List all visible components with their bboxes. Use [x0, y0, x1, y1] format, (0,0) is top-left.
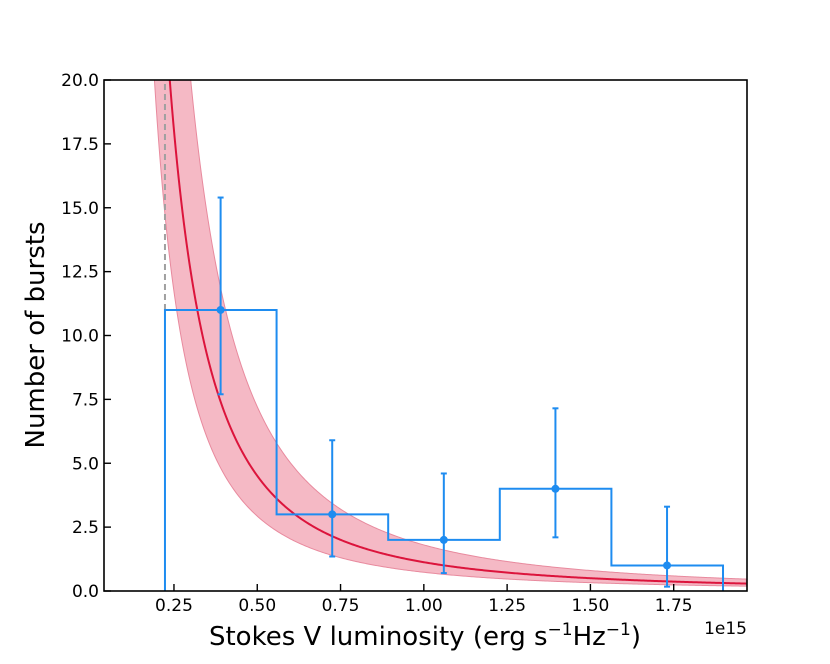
data-point	[663, 561, 672, 570]
y-tick-label: 15.0	[61, 199, 99, 219]
plot-area	[153, 80, 747, 591]
x-offset-label: 1e15	[704, 619, 747, 639]
y-tick-label: 5.0	[72, 454, 99, 474]
x-axis-label: Stokes V luminosity (erg s−1Hz−1)	[209, 620, 641, 652]
x-axis-label-main: Stokes V luminosity (erg s	[209, 622, 548, 652]
x-axis-label-sup1: −1	[548, 620, 573, 640]
data-point	[439, 535, 448, 544]
fit-confidence-band	[153, 80, 747, 587]
y-tick-label: 20.0	[61, 71, 99, 91]
x-axis-label-end: )	[631, 622, 641, 652]
data-point	[551, 484, 560, 493]
y-tick-label: 12.5	[61, 263, 99, 283]
y-tick-label: 2.5	[72, 518, 99, 538]
x-tick-label: 1.25	[488, 596, 526, 616]
x-tick-label: 1.75	[655, 596, 693, 616]
y-tick-label: 17.5	[61, 135, 99, 155]
x-tick-label: 0.50	[238, 596, 276, 616]
y-axis-label: Number of bursts	[21, 222, 51, 449]
x-tick-label: 1.50	[571, 596, 609, 616]
x-tick-label: 0.25	[155, 596, 193, 616]
y-tick-label: 0.0	[72, 582, 99, 602]
fit-line	[168, 80, 747, 585]
y-tick-label: 7.5	[72, 390, 99, 410]
x-axis-label-mid: Hz	[573, 622, 606, 652]
x-axis-label-sup2: −1	[606, 620, 631, 640]
y-tick-label: 10.0	[61, 327, 99, 347]
x-tick-label: 1.00	[405, 596, 443, 616]
axis-ticks: 0.25 0.50 0.75 1.00 1.25 1.50 1.75 0.0 2.5 5.0 7.5…	[61, 71, 692, 616]
x-tick-label: 0.75	[322, 596, 360, 616]
data-point	[216, 305, 225, 314]
data-point	[328, 510, 337, 519]
